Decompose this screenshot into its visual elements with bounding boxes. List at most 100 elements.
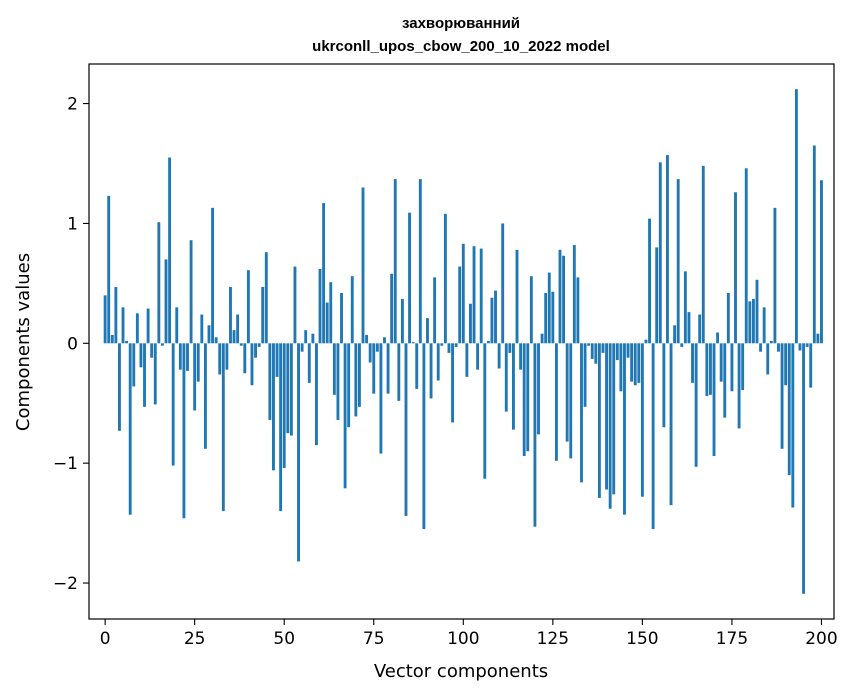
bar — [755, 279, 759, 344]
bar — [744, 168, 748, 344]
bar — [418, 179, 422, 344]
bar — [160, 343, 164, 346]
bar — [214, 337, 218, 344]
bar — [229, 286, 232, 344]
bar — [196, 343, 200, 382]
bar — [558, 249, 562, 344]
bar — [207, 325, 211, 344]
bar — [315, 343, 318, 446]
bar — [554, 343, 558, 461]
bar — [361, 187, 365, 344]
bar — [469, 303, 472, 344]
bar — [601, 343, 605, 353]
bar — [347, 343, 351, 428]
bar — [519, 343, 523, 370]
bar — [719, 343, 723, 382]
bar — [121, 307, 125, 344]
bar — [404, 343, 408, 516]
bar — [279, 343, 283, 512]
bar — [533, 343, 537, 527]
bar — [623, 343, 626, 515]
bar — [139, 343, 143, 368]
bar — [286, 343, 290, 434]
bar — [694, 343, 698, 467]
bar — [723, 343, 727, 418]
bar — [221, 343, 225, 512]
x-tick-label: 150 — [626, 629, 658, 649]
bar — [383, 337, 386, 344]
bar — [569, 343, 573, 459]
bar — [709, 343, 712, 395]
bar — [676, 179, 680, 344]
y-tick-label: −1 — [53, 454, 78, 474]
bar — [272, 343, 275, 471]
bar — [218, 343, 222, 375]
x-tick-label: 175 — [716, 629, 748, 649]
bar — [780, 343, 784, 449]
bar — [175, 307, 179, 344]
bar — [648, 218, 651, 344]
bar — [236, 314, 240, 344]
bar — [114, 286, 118, 344]
bar — [630, 343, 634, 382]
bar — [422, 343, 426, 530]
bar — [640, 343, 644, 497]
bar — [472, 246, 476, 344]
bar — [547, 272, 551, 344]
bar — [712, 343, 716, 456]
bar — [580, 343, 583, 483]
x-tick-label: 75 — [363, 629, 385, 649]
y-axis-label: Components values — [13, 253, 34, 431]
bar — [368, 343, 372, 363]
bar — [182, 343, 186, 519]
chart-title-line1: захворюванний — [402, 15, 520, 32]
bar — [504, 343, 508, 412]
bar — [132, 343, 136, 387]
bar — [171, 343, 175, 466]
bar — [777, 343, 780, 352]
bar — [734, 192, 737, 344]
bar — [572, 245, 576, 344]
bar — [357, 343, 361, 407]
bar — [343, 343, 347, 489]
bar — [386, 343, 390, 394]
bar — [773, 207, 777, 344]
bar — [791, 343, 795, 508]
bar — [820, 180, 823, 344]
bar — [522, 343, 526, 456]
bar — [128, 343, 132, 515]
bar — [189, 240, 193, 344]
bar — [186, 343, 189, 371]
bar — [429, 343, 433, 399]
bar — [626, 343, 630, 358]
bar — [787, 343, 791, 476]
bar — [540, 333, 544, 344]
bar — [594, 343, 598, 364]
bar — [515, 249, 519, 344]
bar — [597, 343, 601, 498]
bar — [447, 343, 451, 353]
bar — [282, 343, 286, 468]
y-tick-label: 0 — [67, 334, 78, 354]
bar — [716, 332, 720, 344]
bar — [741, 343, 745, 391]
bar — [762, 307, 766, 344]
bar — [501, 223, 505, 344]
bar — [390, 273, 394, 344]
x-axis-label: Vector components — [374, 661, 548, 682]
y-axis-ticks: −2 −1 0 1 2 — [53, 95, 89, 594]
bar — [153, 343, 157, 405]
x-tick-label: 100 — [447, 629, 479, 649]
bar — [329, 282, 333, 344]
bar — [698, 314, 702, 344]
bar — [730, 343, 734, 392]
bar — [454, 343, 458, 347]
bar — [178, 343, 182, 370]
bar — [798, 343, 802, 351]
bar — [662, 343, 666, 428]
bar — [512, 343, 515, 430]
x-tick-label: 25 — [184, 629, 206, 649]
bar — [751, 298, 755, 344]
bar — [436, 343, 440, 381]
bar — [537, 343, 540, 435]
